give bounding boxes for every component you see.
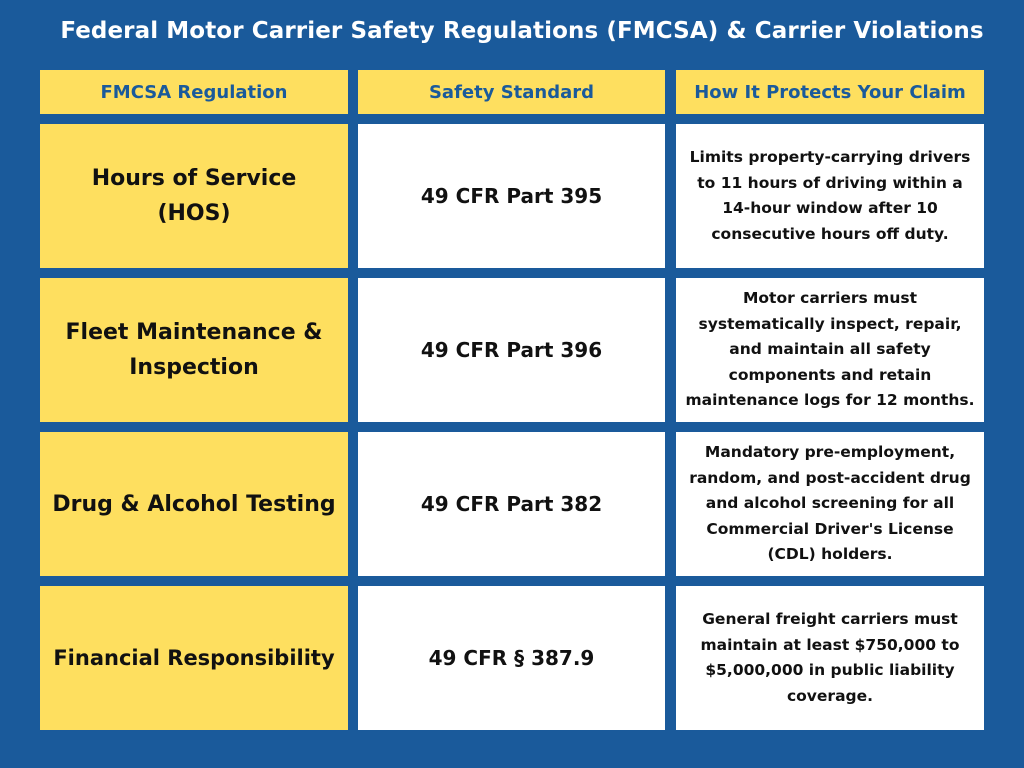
protection-text: Motor carriers must systematically inspe… (685, 289, 975, 410)
protection-cell-financial: General freight carriers must maintain a… (676, 586, 984, 730)
header-how-it-protects: How It Protects Your Claim (676, 70, 984, 114)
header-safety-standard: Safety Standard (358, 70, 665, 114)
protection-cell-drug-alcohol: Mandatory pre-employment, random, and po… (676, 432, 984, 576)
regulation-label: Fleet Maintenance & Inspection (65, 320, 323, 380)
protection-text: Limits property-carrying drivers to 11 h… (689, 148, 971, 243)
regulation-label: Hours of Service (HOS) (91, 166, 297, 226)
regulation-label: Drug & Alcohol Testing (52, 491, 336, 517)
regulation-cell-hos: Hours of Service (HOS) (40, 124, 348, 268)
regulation-cell-maintenance: Fleet Maintenance & Inspection (40, 278, 348, 422)
standard-label: 49 CFR § 387.9 (428, 646, 595, 670)
standard-cell-drug-alcohol: 49 CFR Part 382 (358, 432, 665, 576)
protection-cell-maintenance: Motor carriers must systematically inspe… (676, 278, 984, 422)
header-fmcsa-regulation: FMCSA Regulation (40, 70, 348, 114)
page-title: Federal Motor Carrier Safety Regulations… (60, 18, 984, 44)
protection-text: Mandatory pre-employment, random, and po… (689, 443, 971, 564)
protection-cell-hos: Limits property-carrying drivers to 11 h… (676, 124, 984, 268)
standard-label: 49 CFR Part 395 (420, 184, 603, 208)
standard-label: 49 CFR Part 382 (420, 492, 603, 516)
standard-cell-hos: 49 CFR Part 395 (358, 124, 665, 268)
standard-cell-financial: 49 CFR § 387.9 (358, 586, 665, 730)
regulation-cell-financial: Financial Responsibility (40, 586, 348, 730)
standard-label: 49 CFR Part 396 (420, 338, 603, 362)
regulation-label: Financial Responsibility (53, 645, 335, 670)
protection-text: General freight carriers must maintain a… (700, 610, 960, 705)
regulation-cell-drug-alcohol: Drug & Alcohol Testing (40, 432, 348, 576)
standard-cell-maintenance: 49 CFR Part 396 (358, 278, 665, 422)
